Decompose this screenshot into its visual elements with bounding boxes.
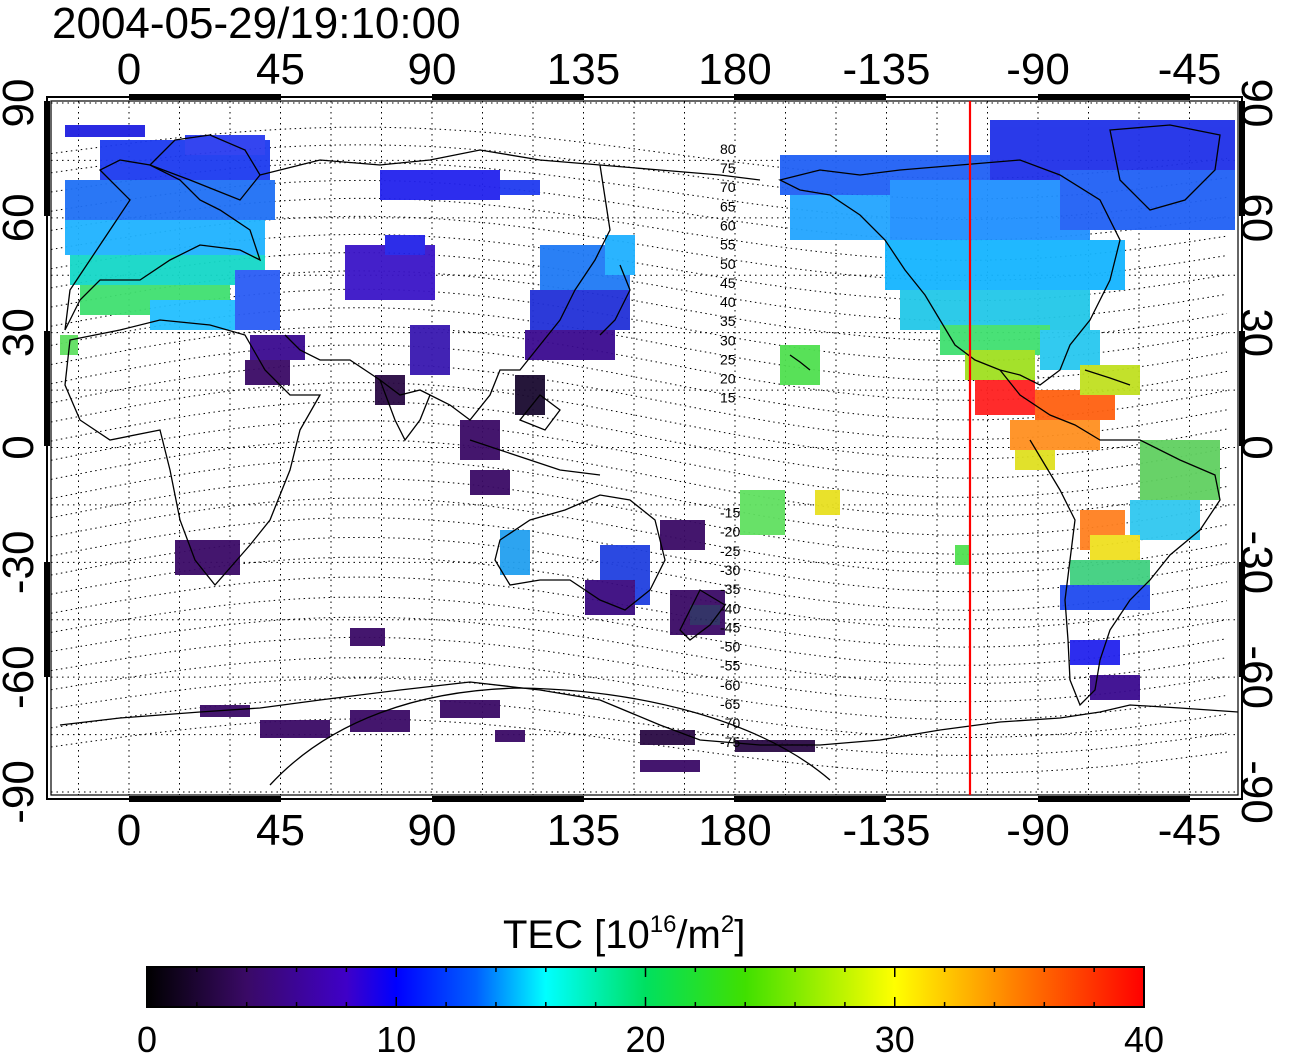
right-latitude-labels: 90 60 30 0 -30 -60 -90 [1232,79,1281,824]
longitude-tick-label: 45 [256,45,305,94]
frame-tick-bars [44,94,1245,802]
magnetic-latitude-label: -65 [720,696,740,712]
longitude-tick-label: 45 [256,806,305,855]
magnetic-latitude-contour [51,698,1228,756]
latitude-tick-label: 90 [0,79,43,128]
longitude-tick-label: 180 [698,45,771,94]
colorbar-tick-label: 40 [1124,1019,1164,1057]
magnetic-latitude-label: 65 [720,198,736,214]
magnetic-latitude-label: -35 [720,581,740,597]
magnetic-latitude-label: 45 [720,275,736,291]
longitude-tick-label: 180 [698,806,771,855]
latitude-tick-label: 90 [1232,79,1281,128]
magnetic-latitude-label: 25 [720,351,736,367]
magnetic-latitude-contour [51,636,1228,703]
magnetic-latitude-label: -70 [720,715,740,731]
latitude-tick-label: 30 [0,308,43,357]
magnetic-latitude-labels: 80 75 70 65 60 55 50 45 40 35 30 25 20 15 -15 -20 -25 -30… [720,141,740,750]
magnetic-latitude-label: -25 [720,543,740,559]
colorbar-title: TEC [1016/m2] [503,911,745,957]
longitude-tick-label: 90 [408,45,457,94]
latitude-tick-label: 0 [0,435,43,459]
magnetic-latitude-label: -45 [720,619,740,635]
magnetic-latitude-label: 60 [720,217,736,233]
magnetic-latitude-label: 75 [720,160,736,176]
longitude-tick-label: -45 [1158,45,1222,94]
left-latitude-labels: 90 60 30 0 -30 -60 -90 [0,79,43,824]
longitude-tick-label: 0 [117,45,141,94]
magnetic-latitude-label: 50 [720,256,736,272]
magnetic-latitude-label: -60 [720,677,740,693]
magnetic-latitude-label: -20 [720,524,740,540]
magnetic-latitude-contour [51,657,1228,721]
latitude-tick-label: 30 [1232,308,1281,357]
latitude-tick-label: -30 [1232,531,1281,595]
magnetic-latitude-contour [51,718,1228,774]
magnetic-latitude-label: 15 [720,390,736,406]
magnetic-latitude-label: 40 [720,294,736,310]
bottom-longitude-labels: 0 45 90 135 180 -135 -90 -45 [117,806,1222,855]
longitude-tick-label: -135 [842,806,930,855]
magnetic-latitude-label: 80 [720,141,736,157]
magnetic-latitude-label: -40 [720,600,740,616]
top-longitude-labels: 0 45 90 135 180 -135 -90 -45 [117,45,1222,94]
longitude-tick-label: 135 [547,806,620,855]
colorbar-tick-label: 0 [137,1019,157,1057]
colorbar-ticks [146,967,1145,1007]
magnetic-latitude-label: 55 [720,237,736,253]
magnetic-latitude-label: 70 [720,179,736,195]
magnetic-latitude-label: 35 [720,313,736,329]
longitude-tick-label: -90 [1006,806,1070,855]
colorbar-tick-labels: 0 10 20 30 40 [137,1019,1164,1057]
latitude-tick-label: 60 [0,193,43,242]
latitude-tick-label: 0 [1232,435,1281,459]
map-title: 2004-05-29/19:10:00 [52,0,461,48]
magnetic-latitude-label: -50 [720,639,740,655]
colorbar-tick-label: 20 [625,1019,665,1057]
latitude-tick-label: -90 [1232,760,1281,824]
latitude-tick-label: -90 [0,760,43,824]
latitude-tick-label: -60 [0,645,43,709]
magnetic-latitude-contour [51,677,1228,738]
longitude-tick-label: 135 [547,45,620,94]
magnetic-latitude-label: -15 [720,505,740,521]
magnetic-latitude-label: 30 [720,332,736,348]
latitude-tick-label: 60 [1232,193,1281,242]
colorbar-tick-label: 30 [875,1019,915,1057]
tec-data-patches [60,120,1235,772]
coastlines [59,124,1238,786]
latitude-tick-label: -30 [0,531,43,595]
longitude-tick-label: -135 [842,45,930,94]
magnetic-latitude-label: -30 [720,562,740,578]
longitude-tick-label: -90 [1006,45,1070,94]
longitude-tick-label: 90 [408,806,457,855]
longitude-tick-label: -45 [1158,806,1222,855]
colorbar-tick-label: 10 [376,1019,416,1057]
magnetic-latitude-contour [51,126,1228,179]
magnetic-latitude-label: -75 [720,734,740,750]
longitude-tick-label: 0 [117,806,141,855]
latitude-tick-label: -60 [1232,645,1281,709]
magnetic-latitude-label: -55 [720,658,740,674]
magnetic-latitude-label: 20 [720,371,736,387]
